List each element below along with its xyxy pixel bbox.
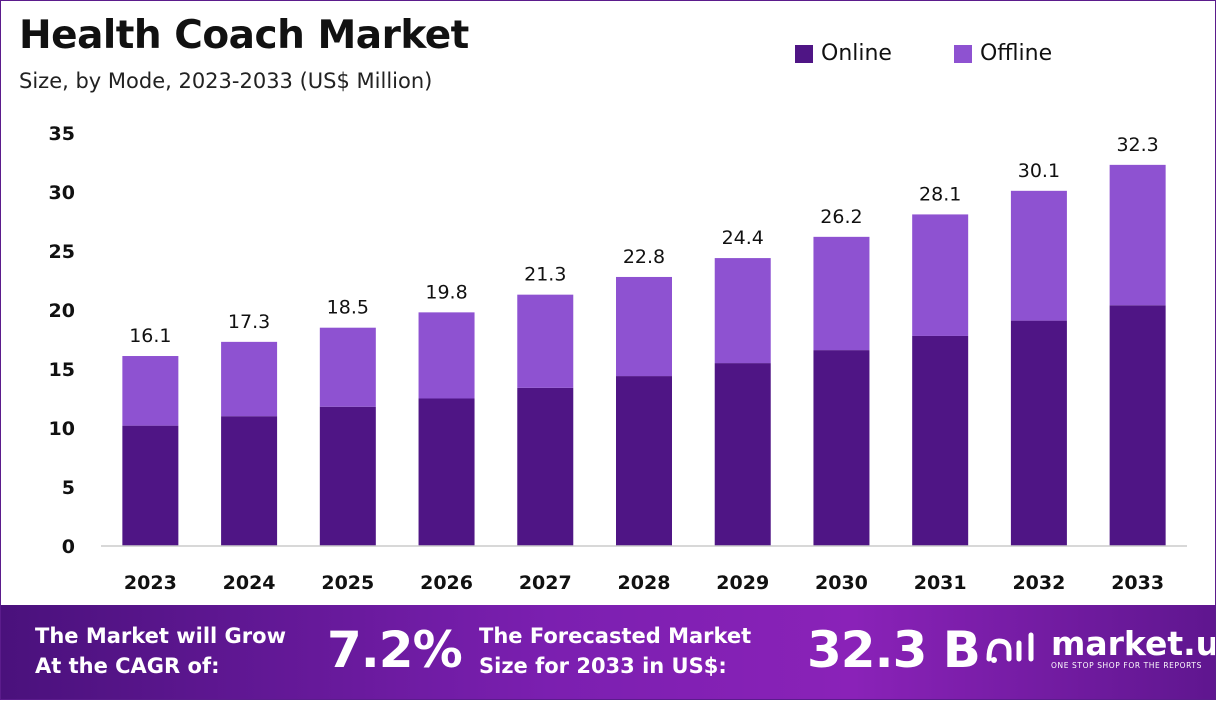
market-us-logo-icon [986, 632, 1034, 663]
bar-online [1109, 305, 1166, 546]
bar-offline [319, 327, 376, 407]
y-tick-label: 25 [49, 241, 75, 263]
forecast-value: 32.3 B [807, 621, 981, 679]
bar-online [122, 425, 179, 546]
bar-offline [418, 312, 475, 399]
x-tick-label: 2030 [815, 572, 868, 594]
x-tick-label: 2029 [716, 572, 769, 594]
bar-offline [714, 258, 771, 364]
bar-online [616, 376, 672, 546]
bar-online [319, 406, 376, 546]
bar-offline [517, 294, 574, 388]
bar-online [813, 350, 870, 546]
y-tick-label: 0 [62, 536, 75, 558]
legend-item-offline: Offline [953, 41, 1053, 66]
brand-text: market.us ONE STOP SHOP FOR THE REPORTS [1051, 624, 1215, 671]
x-tick-label: 2028 [618, 572, 671, 594]
bar-total-label: 26.2 [820, 206, 862, 228]
brand-name: market.us [1051, 624, 1215, 663]
legend-swatch-online [795, 44, 813, 63]
footer-banner: The Market will Grow At the CAGR of: 7.2… [1, 605, 1215, 699]
bar-offline [813, 236, 870, 351]
chart-subtitle: Size, by Mode, 2023-2033 (US$ Million) [19, 69, 433, 93]
bar-online [221, 416, 278, 546]
y-tick-label: 5 [62, 477, 75, 499]
cagr-label-line2: At the CAGR of: [35, 654, 220, 678]
x-tick-label: 2032 [1012, 572, 1065, 594]
bar-online [912, 335, 969, 546]
bar-online [714, 363, 771, 546]
x-tick-label: 2031 [914, 572, 967, 594]
cagr-label-line1: The Market will Grow [35, 624, 286, 648]
chart-title: Health Coach Market [19, 13, 469, 58]
x-tick-label: 2025 [321, 572, 374, 594]
bar-offline [122, 356, 179, 426]
legend-label-online: Online [821, 41, 892, 66]
bar-total-label: 30.1 [1018, 160, 1060, 182]
bar-online [1010, 320, 1067, 546]
y-tick-label: 15 [49, 359, 75, 381]
bar-total-label: 21.3 [524, 264, 566, 286]
chart-canvas: 0510152025303516.1202317.3202418.5202519… [49, 123, 1187, 594]
y-tick-label: 35 [49, 123, 75, 145]
legend-item-online: Online [795, 41, 892, 66]
bar-total-label: 16.1 [129, 325, 171, 347]
y-tick-label: 30 [49, 182, 75, 204]
bar-total-label: 28.1 [919, 183, 961, 205]
bar-total-label: 32.3 [1116, 134, 1158, 156]
forecast-label-line2: Size for 2033 in US$: [479, 654, 727, 678]
x-tick-label: 2024 [223, 572, 276, 594]
bar-total-label: 22.8 [623, 246, 665, 268]
bar-offline [1010, 190, 1067, 321]
legend: Online Offline [795, 41, 1052, 66]
bar-online [517, 387, 574, 546]
cagr-label: The Market will Grow At the CAGR of: [35, 621, 286, 681]
y-tick-label: 20 [49, 300, 75, 322]
bar-offline [221, 341, 278, 417]
bar-offline [912, 214, 969, 336]
bar-total-label: 19.8 [425, 281, 467, 303]
bar-offline [616, 276, 672, 377]
bar-total-label: 18.5 [327, 297, 369, 319]
forecast-label-line1: The Forecasted Market [479, 624, 752, 648]
legend-swatch-offline [953, 44, 972, 63]
legend-label-offline: Offline [979, 41, 1053, 66]
cagr-value: 7.2% [327, 621, 463, 679]
y-tick-label: 10 [49, 418, 75, 440]
bar-total-label: 24.4 [722, 227, 764, 249]
brand-logo: market.us ONE STOP SHOP FOR THE REPORTS [985, 624, 1215, 671]
x-tick-label: 2026 [420, 572, 473, 594]
x-tick-label: 2023 [124, 572, 177, 594]
bar-offline [1109, 164, 1166, 306]
forecast-label: The Forecasted Market Size for 2033 in U… [479, 621, 751, 681]
bar-online [418, 398, 475, 546]
x-tick-label: 2027 [519, 572, 572, 594]
x-tick-label: 2033 [1111, 572, 1164, 594]
brand-tagline: ONE STOP SHOP FOR THE REPORTS [1051, 661, 1202, 670]
bar-total-label: 17.3 [228, 311, 270, 333]
